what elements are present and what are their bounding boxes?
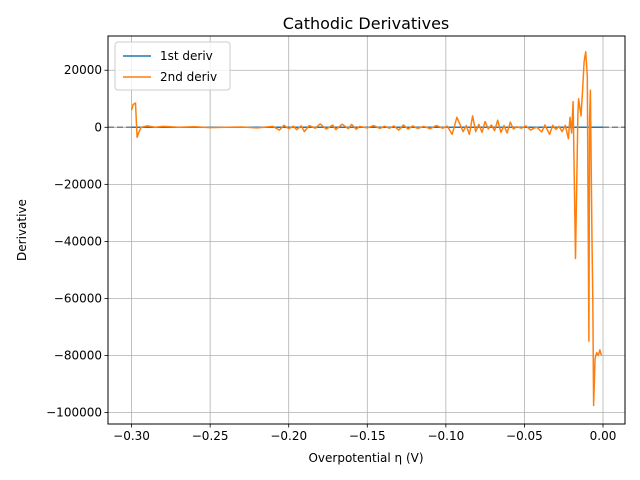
x-tick-label: −0.20	[270, 429, 307, 443]
y-tick-label: −40000	[54, 234, 102, 248]
x-tick-label: −0.25	[192, 429, 229, 443]
x-tick-label: −0.10	[427, 429, 464, 443]
legend-label-1st-deriv: 1st deriv	[160, 49, 213, 63]
x-tick-label: −0.15	[349, 429, 386, 443]
legend-box	[114, 41, 231, 91]
y-axis-label: Derivative	[15, 199, 29, 261]
y-tick-label: −60000	[54, 291, 102, 305]
series-layer	[130, 50, 603, 407]
series-line-2nd-deriv	[130, 50, 603, 407]
chart-title: Cathodic Derivatives	[283, 14, 450, 33]
x-tick-label: −0.05	[506, 429, 543, 443]
y-axis-ticks: 20000 0 −20000 −40000 −60000 −80000 −100000	[46, 63, 108, 420]
x-tick-label: 0.00	[590, 429, 617, 443]
legend-label-2nd-deriv: 2nd deriv	[160, 70, 217, 84]
y-tick-label: −100000	[46, 406, 102, 420]
y-tick-label: 20000	[64, 63, 102, 77]
y-tick-label: −20000	[54, 177, 102, 191]
y-tick-label: −80000	[54, 349, 102, 363]
plot-area-frame	[107, 35, 626, 425]
x-tick-label: −0.30	[113, 429, 150, 443]
x-axis-ticks: −0.30 −0.25 −0.20 −0.15 −0.10 −0.05 0.00	[113, 424, 616, 443]
x-axis-label: Overpotential η (V)	[308, 451, 423, 465]
legend: 1st deriv 2nd deriv	[114, 41, 231, 91]
y-tick-label: 0	[94, 120, 102, 134]
